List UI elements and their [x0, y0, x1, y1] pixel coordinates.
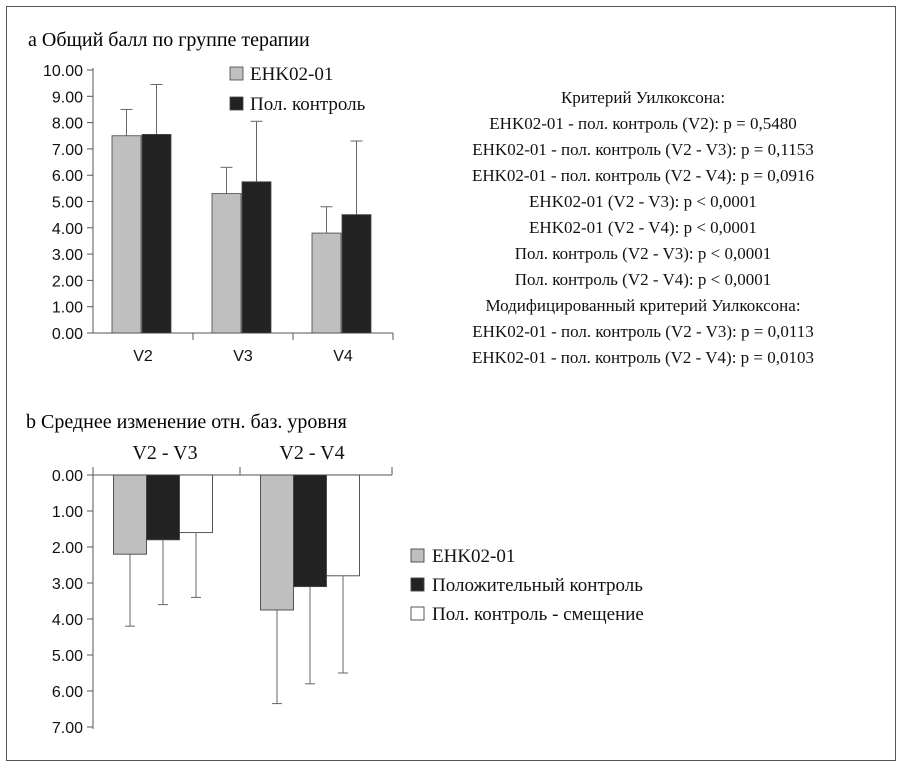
- x-category-label: V2: [133, 348, 153, 365]
- y-tick-label: 4.00: [52, 221, 83, 238]
- y-tick-label: 8.00: [52, 116, 83, 133]
- y-tick-label: 0.00: [52, 468, 83, 485]
- legend-swatch: [229, 96, 244, 111]
- legend-swatch: [410, 606, 425, 621]
- y-tick-label: 7.00: [52, 142, 83, 159]
- bar-v4-series-1: [341, 214, 372, 334]
- stats-line: Критерий Уилкоксона:: [561, 88, 725, 107]
- y-tick-label: 5.00: [52, 648, 83, 665]
- stats-line: Пол. контроль (V2 - V4): p < 0,0001: [515, 270, 771, 289]
- y-tick-label: 1.00: [52, 504, 83, 521]
- legend-label: Положительный контроль: [432, 575, 643, 596]
- legend-label: EHK02-01: [250, 64, 333, 85]
- bar-v4-series-0: [311, 232, 342, 334]
- legend-swatch: [410, 577, 425, 592]
- y-tick-label: 5.00: [52, 195, 83, 212]
- bar-group-0-series-2: [179, 474, 213, 534]
- stats-line: EHK02-01 - пол. контроль (V2 - V3): p = …: [472, 322, 813, 341]
- y-tick-label: 4.00: [52, 612, 83, 629]
- y-tick-label: 2.00: [52, 273, 83, 290]
- panel-b-chart: 0.00 1.00 2.00 3.00 4.00 5.00 6.00 7.00 V2 - V3 V…: [52, 442, 644, 737]
- bar-group-1-series-0: [260, 474, 294, 611]
- bar-group-0-series-0: [113, 474, 147, 555]
- bar-group-1-series-2: [326, 474, 360, 577]
- stats-line: Модифицированный критерий Уилкоксона:: [485, 296, 800, 315]
- bar-group-0-series-1: [146, 474, 180, 541]
- y-tick-label: 0.00: [52, 326, 83, 343]
- stats-line: EHK02-01 - пол. контроль (V2 - V3): p = …: [472, 140, 813, 159]
- y-tick-label: 7.00: [52, 720, 83, 737]
- y-tick-label: 3.00: [52, 247, 83, 264]
- group-label: V2 - V4: [279, 442, 344, 464]
- legend-label: Пол. контроль - смещение: [432, 604, 644, 625]
- x-category-label: V4: [333, 348, 353, 365]
- group-label: V2 - V3: [132, 442, 197, 464]
- legend-label: EHK02-01: [432, 546, 515, 567]
- stats-line: EHK02-01 - пол. контроль (V2 - V4): p = …: [472, 348, 814, 367]
- stats-annotations: Критерий Уилкоксона: EHK02-01 - пол. конт…: [472, 88, 814, 367]
- stats-line: EHK02-01 - пол. контроль (V2): p = 0,548…: [489, 114, 796, 133]
- bar-group-1-series-1: [293, 474, 327, 588]
- legend-label: Пол. контроль: [250, 94, 366, 115]
- stats-line: EHK02-01 (V2 - V4): p < 0,0001: [529, 218, 757, 237]
- y-tick-label: 1.00: [52, 300, 83, 317]
- y-tick-label: 10.00: [43, 63, 83, 80]
- legend-swatch: [229, 66, 244, 81]
- y-tick-label: 9.00: [52, 89, 83, 106]
- panel-b-title: b Среднее изменение отн. баз. уровня: [26, 411, 347, 433]
- panel-a-chart: 10.00 9.00 8.00 7.00 6.00 5.00 4.00 3.00 2.00 1.0…: [43, 63, 394, 365]
- bar-v2-series-1: [141, 134, 172, 334]
- y-tick-label: 2.00: [52, 540, 83, 557]
- bar-v3-series-1: [241, 181, 272, 334]
- bar-v2-series-0: [111, 135, 142, 334]
- stats-line: Пол. контроль (V2 - V3): p < 0,0001: [515, 244, 771, 263]
- legend-swatch: [410, 548, 425, 563]
- y-tick-label: 3.00: [52, 576, 83, 593]
- y-tick-label: 6.00: [52, 168, 83, 185]
- y-tick-label: 6.00: [52, 684, 83, 701]
- bar-v3-series-0: [211, 193, 242, 334]
- x-category-label: V3: [233, 348, 253, 365]
- stats-line: EHK02-01 - пол. контроль (V2 - V4): p = …: [472, 166, 814, 185]
- panel-a-title: a Общий балл по группе терапии: [28, 29, 310, 51]
- figure-frame: [6, 6, 896, 761]
- stats-line: EHK02-01 (V2 - V3): p < 0,0001: [529, 192, 757, 211]
